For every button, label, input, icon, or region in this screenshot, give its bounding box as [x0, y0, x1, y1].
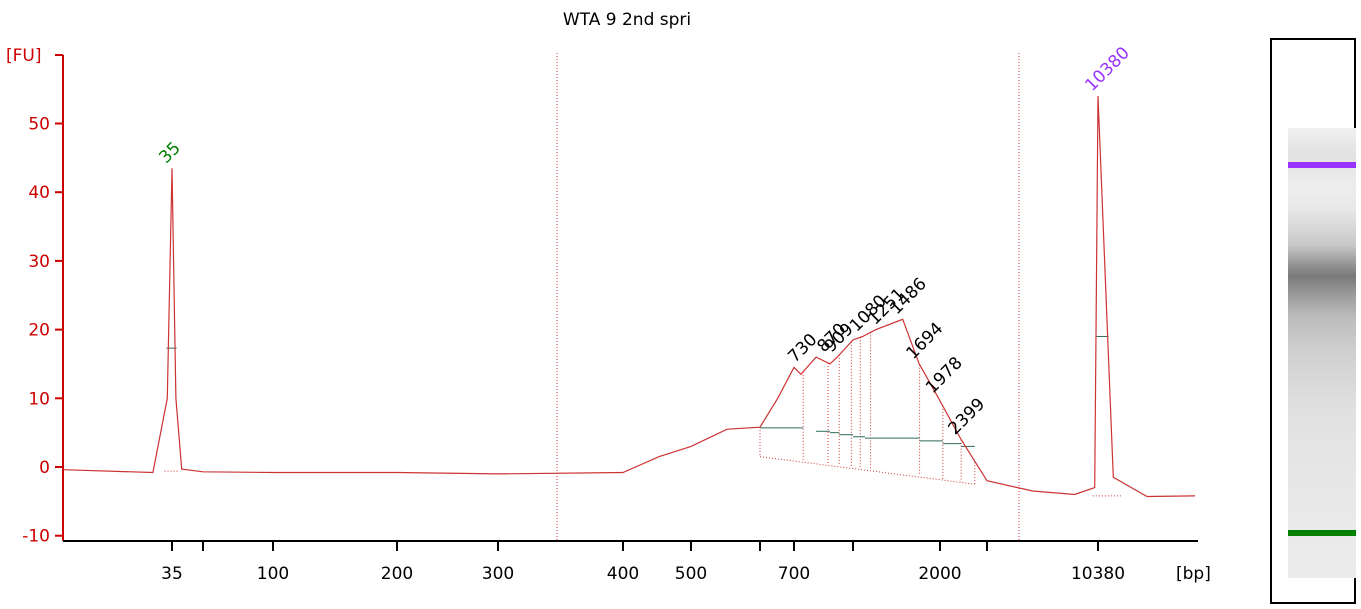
peak-dividers — [166, 332, 1109, 483]
x-tick-label: 500 — [675, 564, 707, 584]
peak-label: 1978 — [922, 353, 967, 398]
y-tick-label: -10 — [22, 527, 50, 547]
x-axis-ticks: 35 100 200 300 400 500 700 2000 10380 — [161, 541, 1125, 584]
x-tick-label: 10380 — [1071, 564, 1125, 584]
trace-layer — [62, 95, 1196, 498]
x-tick-label: 100 — [257, 564, 289, 584]
x-tick-label: 700 — [778, 564, 810, 584]
y-tick-label: 10 — [28, 389, 50, 409]
y-tick-label: 30 — [28, 252, 50, 272]
peak-label: 35 — [155, 138, 184, 167]
x-tick-label: 300 — [482, 564, 514, 584]
electropherogram-chart: WTA 9 2nd spri [FU] [bp] -1001020304050 … — [6, 10, 1211, 584]
peak-label: 1694 — [903, 319, 948, 364]
chart-title: WTA 9 2nd spri — [563, 10, 691, 30]
peak-label: 730 — [784, 330, 821, 367]
y-tick-label: 20 — [28, 321, 50, 341]
y-axis-label: [FU] — [6, 46, 42, 66]
x-tick-label: 35 — [161, 564, 183, 584]
x-tick-label: 200 — [381, 564, 413, 584]
y-tick-label: 50 — [28, 115, 50, 135]
smear-baseline — [164, 427, 1123, 497]
x-axis-label: [bp] — [1176, 564, 1211, 584]
y-tick-label: 0 — [39, 458, 50, 478]
peak-label: 10380 — [1081, 43, 1133, 95]
x-tick-label: 2000 — [918, 564, 961, 584]
virtual-gel-lane — [1270, 38, 1356, 604]
peak-label: 2399 — [944, 394, 989, 439]
y-tick-label: 40 — [28, 183, 50, 203]
smear-baseline-line — [759, 456, 975, 485]
upper-marker-band — [1288, 162, 1356, 168]
x-tick-label: 400 — [607, 564, 639, 584]
lower-marker-band — [1288, 530, 1356, 536]
gel-smear — [1288, 128, 1356, 578]
trace-line — [62, 95, 1196, 498]
y-axis-ticks: -10 0 10 20 30 40 50 — [22, 54, 63, 547]
